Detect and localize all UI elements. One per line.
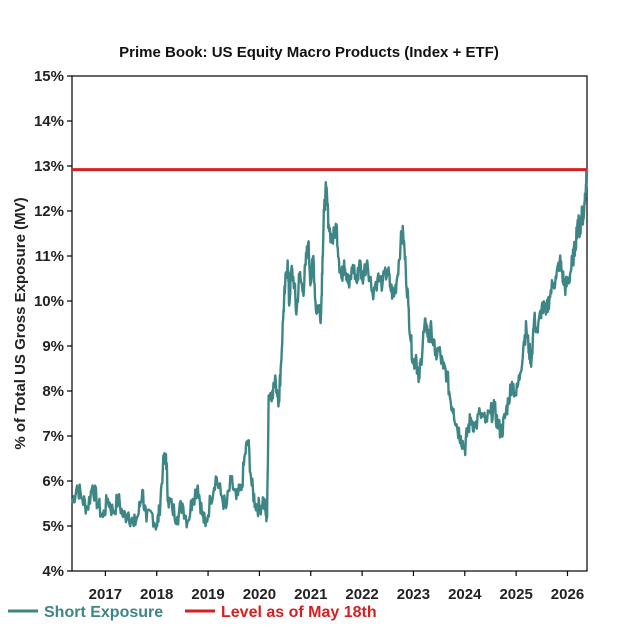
plot-frame [71, 75, 588, 572]
series-line-short-exposure [70, 168, 589, 531]
x-tick-label: 2019 [191, 586, 224, 603]
x-tick-label: 2021 [294, 586, 327, 603]
series-layer [70, 168, 589, 531]
y-tick-label: 5% [42, 518, 64, 535]
x-tick-label: 2018 [140, 586, 173, 603]
y-tick-label: 4% [42, 563, 64, 580]
y-axis-label: % of Total US Gross Exposure (MV) [12, 197, 29, 449]
x-tick-label: 2020 [243, 586, 276, 603]
x-tick-label: 2026 [551, 586, 584, 603]
y-tick-label: 7% [42, 428, 64, 445]
x-tick-label: 2023 [397, 586, 430, 603]
y-tick-label: 13% [34, 158, 64, 175]
x-tick-label: 2024 [448, 586, 482, 603]
y-tick-label: 6% [42, 473, 64, 490]
y-tick-label: 12% [34, 203, 64, 220]
legend: Short Exposure Level as of May 18th [8, 604, 377, 621]
x-tick-label: 2017 [89, 586, 122, 603]
legend-label: Level as of May 18th [221, 604, 377, 621]
y-tick-label: 11% [35, 248, 64, 265]
y-tick-label: 8% [42, 383, 64, 400]
x-tick-label: 2022 [345, 586, 378, 603]
y-tick-label: 9% [42, 338, 64, 355]
y-axis: 4% 5% 6% 7% 8% 9% 10% 11% 12% 13% 14% 15% [34, 68, 72, 580]
y-tick-label: 10% [34, 293, 64, 310]
x-tick-label: 2025 [499, 586, 532, 603]
chart-title: Prime Book: US Equity Macro Products (In… [119, 44, 499, 61]
y-tick-label: 15% [34, 68, 64, 85]
legend-label: Short Exposure [44, 604, 163, 621]
x-axis: 2017 2018 2019 2020 2021 2022 2023 2024 2025 2026 [89, 571, 584, 603]
y-tick-label: 14% [34, 113, 64, 130]
